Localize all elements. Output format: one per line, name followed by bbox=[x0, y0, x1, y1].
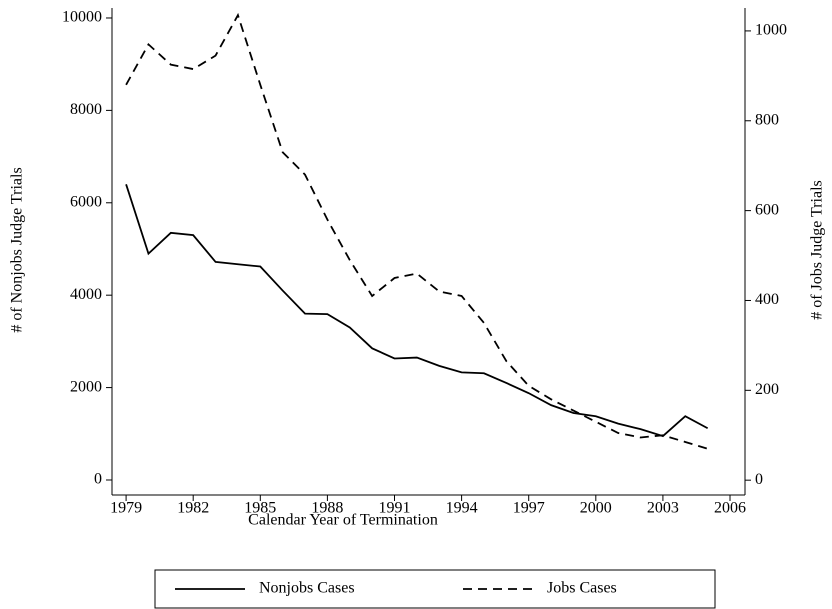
x-tick-label: 2006 bbox=[714, 500, 746, 517]
legend-label: Nonjobs Cases bbox=[259, 580, 355, 597]
y-tick-label: 4000 bbox=[70, 286, 102, 303]
y2-tick-label: 400 bbox=[755, 291, 779, 308]
x-axis-label: Calendar Year of Termination bbox=[248, 512, 438, 529]
x-tick-label: 1994 bbox=[446, 500, 478, 517]
y-tick-label: 0 bbox=[94, 471, 102, 488]
y-tick-label: 6000 bbox=[70, 193, 102, 210]
y-tick-label: 8000 bbox=[70, 101, 102, 118]
y2-tick-label: 200 bbox=[755, 381, 779, 398]
y2-tick-label: 800 bbox=[755, 111, 779, 128]
x-tick-label: 1988 bbox=[311, 500, 343, 517]
series-line bbox=[125, 184, 709, 438]
x-tick-label: 1991 bbox=[379, 500, 411, 517]
x-tick-label: 1982 bbox=[177, 500, 209, 517]
y2-axis-label: # of Jobs Judge Trials bbox=[809, 180, 826, 320]
series-line bbox=[125, 12, 708, 450]
x-tick-label: 1985 bbox=[244, 500, 276, 517]
x-tick-label: 1979 bbox=[110, 500, 142, 517]
y-axis-label: # of Nonjobs Judge Trials bbox=[9, 167, 26, 332]
y2-tick-label: 0 bbox=[755, 471, 763, 488]
y2-tick-label: 1000 bbox=[755, 22, 787, 39]
y-tick-label: 2000 bbox=[70, 378, 102, 395]
x-tick-label: 1997 bbox=[513, 500, 545, 517]
y-tick-label: 10000 bbox=[62, 9, 102, 26]
x-tick-label: 2000 bbox=[580, 500, 612, 517]
legend-label: Jobs Cases bbox=[547, 580, 617, 597]
x-tick-label: 2003 bbox=[647, 500, 679, 517]
y2-tick-label: 600 bbox=[755, 201, 779, 218]
legend-box bbox=[154, 569, 716, 609]
